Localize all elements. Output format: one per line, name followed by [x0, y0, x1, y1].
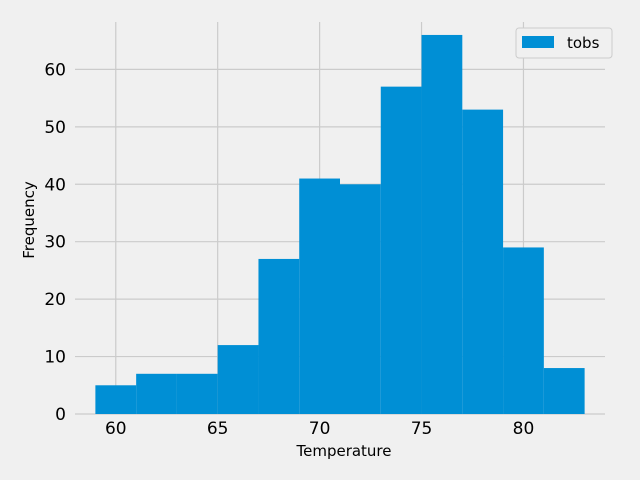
- legend-swatch: [522, 36, 554, 48]
- histogram-bar: [503, 247, 544, 414]
- legend-box: [515, 27, 613, 59]
- y-axis-label: Frequency: [20, 181, 38, 259]
- y-tick-label: 60: [44, 60, 66, 80]
- y-tick-label: 50: [44, 118, 66, 138]
- x-axis-label: Temperature: [295, 442, 391, 460]
- histogram-bar: [340, 184, 381, 414]
- histogram-bar: [258, 258, 300, 414]
- histogram-bar: [299, 178, 340, 414]
- y-tick-label: 20: [44, 290, 66, 310]
- histogram-bar: [543, 368, 585, 414]
- y-tick-label: 40: [44, 175, 66, 195]
- x-tick-label: 80: [513, 419, 535, 439]
- y-tick-label: 10: [44, 348, 66, 368]
- x-tick-label: 75: [411, 419, 433, 439]
- histogram-bar: [380, 86, 422, 415]
- tick-labels: 60 65 70 75 80 0 10 20 30 40 50 60: [44, 60, 534, 439]
- legend-label: tobs: [567, 34, 600, 52]
- x-tick-label: 70: [309, 419, 331, 439]
- histogram-bar: [217, 345, 259, 414]
- bars: [95, 34, 585, 415]
- histogram-bar: [176, 373, 218, 414]
- histogram-bar: [136, 373, 177, 414]
- histogram-bar: [421, 34, 463, 414]
- histogram-bar: [462, 109, 504, 414]
- x-tick-label: 60: [105, 419, 127, 439]
- y-tick-label: 0: [55, 405, 66, 425]
- histogram-bar: [95, 385, 137, 414]
- y-tick-label: 30: [44, 233, 66, 253]
- x-tick-label: 65: [207, 419, 229, 439]
- legend: tobs: [515, 27, 613, 59]
